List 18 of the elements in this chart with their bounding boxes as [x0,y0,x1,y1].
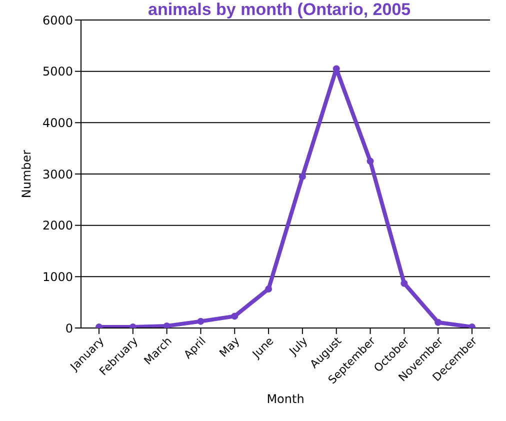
point [298,173,306,180]
x-axis-title: Month [266,392,304,406]
point [400,280,408,287]
point [366,158,374,165]
point [163,322,170,328]
y-tick-label: 5000 [42,64,73,79]
point [265,285,272,292]
point [197,318,204,325]
y-tick-label: 2000 [42,218,73,233]
point [231,312,238,320]
y-tick-label: 6000 [42,13,73,28]
y-axis-title: Number [19,150,34,198]
y-tick-label: 1000 [42,270,73,284]
y-tick-label: 0 [65,321,73,336]
y-tick-label: 3000 [42,167,73,182]
chart-title: animals by month (Ontario, 2005 [148,0,411,20]
y-tick-label: 4000 [42,116,73,130]
point [434,318,442,326]
